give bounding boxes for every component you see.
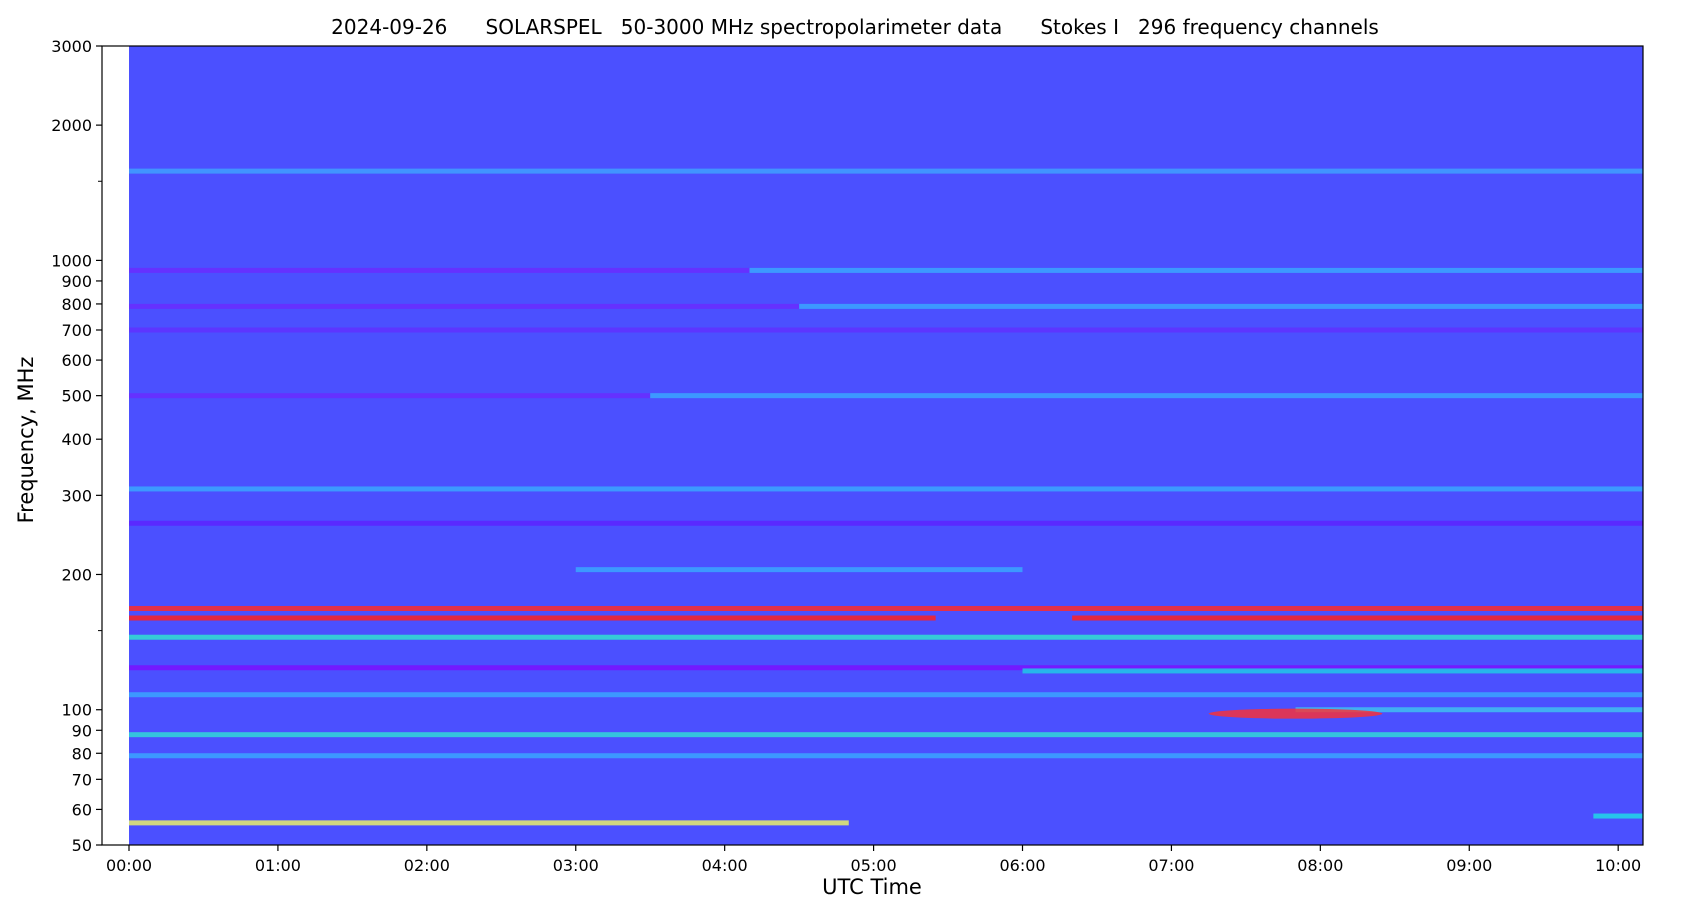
feature-band-20: [129, 732, 1643, 738]
feature-band-4: [799, 303, 1643, 309]
x-tick-label: 10:00: [1595, 856, 1641, 875]
x-axis-label: UTC Time: [822, 875, 922, 899]
y-tick-label: 60: [72, 800, 92, 819]
y-axis-label: Frequency, MHz: [14, 357, 38, 524]
feature-band-21: [129, 753, 1643, 759]
y-tick-label: 300: [61, 486, 92, 505]
feature-band-8: [129, 486, 1643, 492]
y-tick-label: 700: [61, 321, 92, 340]
feature-band-5: [129, 327, 1643, 333]
y-tick-label: 600: [61, 351, 92, 370]
y-tick-label: 900: [61, 272, 92, 291]
feature-band-1: [129, 267, 750, 273]
y-tick-label: 80: [72, 744, 92, 763]
x-tick-label: 02:00: [404, 856, 450, 875]
x-tick-label: 03:00: [553, 856, 599, 875]
y-tick-label: 3000: [51, 37, 92, 56]
x-tick-label: 05:00: [851, 856, 897, 875]
x-tick-label: 09:00: [1446, 856, 1492, 875]
feature-band-2: [749, 267, 1643, 273]
feature-band-9: [129, 520, 1643, 526]
feature-band-15: [129, 665, 1643, 671]
feature-band-10: [575, 567, 1023, 573]
feature-band-22: [129, 820, 849, 826]
feature-burst-19: [1208, 708, 1383, 719]
x-tick-label: 01:00: [255, 856, 301, 875]
feature-band-7: [650, 393, 1643, 399]
y-tick-label: 70: [72, 770, 92, 789]
y-tick-label: 1000: [51, 251, 92, 270]
y-tick-label: 2000: [51, 116, 92, 135]
y-tick-label: 200: [61, 565, 92, 584]
y-tick-label: 90: [72, 721, 92, 740]
feature-band-3: [129, 303, 800, 309]
plot-area: [101, 45, 1644, 846]
feature-band-0: [129, 168, 1643, 174]
feature-band-18: [1295, 707, 1643, 713]
feature-band-17: [129, 692, 1643, 698]
feature-band-23: [1593, 813, 1643, 819]
x-tick-label: 06:00: [999, 856, 1045, 875]
heatmap-background: [129, 46, 1643, 845]
heatmap-features: [129, 168, 1643, 826]
chart-title: 2024-09-26 SOLARSPEL 50-3000 MHz spectro…: [331, 15, 1379, 39]
feature-band-12: [129, 615, 936, 621]
feature-band-16: [1022, 668, 1643, 674]
y-tick-label: 100: [61, 701, 92, 720]
feature-band-6: [129, 393, 651, 399]
y-tick-label: 500: [61, 387, 92, 406]
plot-frame: [101, 45, 1644, 846]
y-tick-label: 800: [61, 295, 92, 314]
feature-band-11: [129, 605, 1643, 611]
feature-band-13: [1072, 615, 1643, 621]
x-tick-label: 00:00: [106, 856, 152, 875]
x-tick-label: 04:00: [702, 856, 748, 875]
y-tick-label: 50: [72, 836, 92, 855]
x-tick-label: 07:00: [1148, 856, 1194, 875]
y-tick-label: 400: [61, 430, 92, 449]
feature-band-14: [129, 634, 1643, 640]
x-axis: 00:00 01:00 02:00 03:00 04:00 05:00 06:00 07:00…: [106, 845, 1641, 875]
x-tick-label: 08:00: [1297, 856, 1343, 875]
